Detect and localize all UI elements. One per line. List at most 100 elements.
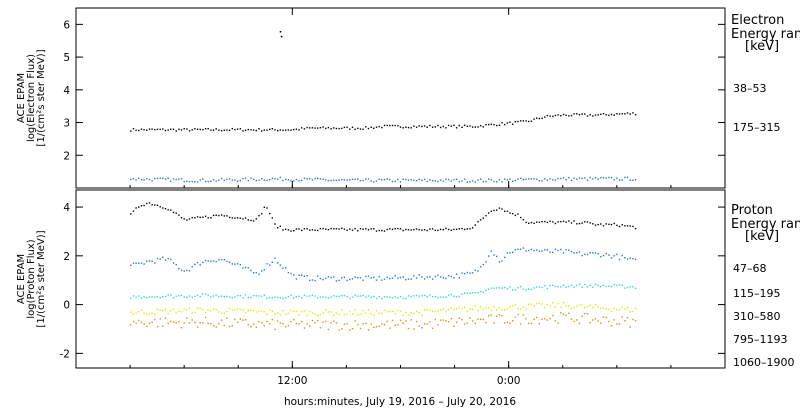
- data-point: [496, 309, 498, 311]
- data-point: [295, 310, 298, 312]
- data-point: [397, 309, 399, 311]
- data-point: [477, 318, 479, 320]
- data-point: [239, 264, 241, 266]
- data-point: [592, 319, 594, 321]
- data-point: [204, 259, 207, 262]
- data-point: [512, 289, 514, 291]
- data-point: [290, 294, 292, 296]
- data-point: [215, 180, 217, 182]
- data-point: [172, 128, 175, 130]
- data-point: [378, 295, 380, 298]
- data-point: [178, 295, 180, 297]
- data-point: [322, 321, 324, 323]
- data-point: [170, 128, 172, 130]
- data-point: [175, 295, 177, 297]
- data-point: [357, 323, 359, 326]
- legend-title-line: Energy ranges: [731, 27, 800, 42]
- data-point: [442, 319, 444, 321]
- data-point: [576, 223, 578, 225]
- data-point: [183, 180, 185, 183]
- data-point: [218, 179, 220, 181]
- data-point: [255, 311, 257, 313]
- data-point: [383, 278, 386, 280]
- data-point: [138, 129, 140, 132]
- data-point: [562, 301, 565, 304]
- data-point: [381, 323, 383, 325]
- data-point: [159, 318, 161, 320]
- data-point: [234, 296, 236, 298]
- legend-item: 47–68: [733, 262, 767, 275]
- data-point: [466, 311, 468, 313]
- data-point: [247, 128, 249, 131]
- data-point: [298, 274, 300, 276]
- data-point: [239, 179, 241, 182]
- data-point: [271, 261, 273, 264]
- data-point: [399, 319, 402, 321]
- data-point: [626, 317, 629, 319]
- data-point: [156, 257, 159, 260]
- data-point: [341, 127, 343, 130]
- data-point: [429, 309, 431, 311]
- data-point: [397, 297, 399, 299]
- data-point: [162, 128, 164, 130]
- data-point: [394, 275, 396, 277]
- data-point: [544, 307, 546, 309]
- data-point: [335, 179, 338, 181]
- data-point: [402, 178, 404, 180]
- data-point: [346, 295, 348, 298]
- data-point: [287, 324, 290, 327]
- data-point: [244, 311, 247, 314]
- data-point: [597, 252, 599, 255]
- data-point: [330, 227, 332, 230]
- data-point: [282, 309, 284, 312]
- data-point: [632, 310, 634, 313]
- data-point: [493, 322, 495, 324]
- data-point: [634, 114, 637, 116]
- data-point: [501, 309, 503, 311]
- data-point: [269, 128, 271, 131]
- data-point: [570, 284, 573, 286]
- data-point: [365, 312, 367, 314]
- data-point: [301, 310, 303, 313]
- data-point: [335, 312, 338, 314]
- y-tick-label: 6: [63, 19, 70, 31]
- data-point: [431, 278, 434, 280]
- data-point: [632, 112, 634, 114]
- data-point: [544, 249, 546, 251]
- data-point: [236, 180, 239, 182]
- data-point: [178, 267, 180, 270]
- data-point: [544, 285, 546, 287]
- data-point: [445, 296, 447, 298]
- data-point: [183, 218, 185, 220]
- data-point: [458, 124, 460, 127]
- data-point: [143, 129, 145, 131]
- data-point: [367, 127, 370, 130]
- data-point: [261, 295, 263, 297]
- data-point: [220, 258, 223, 261]
- data-point: [271, 177, 273, 180]
- data-point: [439, 276, 442, 278]
- data-point: [512, 180, 514, 182]
- data-point: [338, 279, 340, 282]
- data-point: [172, 296, 175, 299]
- data-point: [167, 129, 169, 131]
- data-point: [536, 117, 538, 119]
- data-point: [188, 307, 191, 309]
- data-point: [327, 297, 330, 299]
- data-point: [156, 177, 159, 180]
- data-point: [626, 306, 629, 309]
- data-point: [138, 206, 140, 208]
- data-point: [271, 310, 273, 312]
- data-point: [394, 296, 396, 298]
- series-47–68: [130, 202, 637, 232]
- data-point: [370, 126, 372, 128]
- data-point: [255, 295, 257, 297]
- data-point: [509, 322, 511, 324]
- data-point: [282, 229, 284, 231]
- data-point: [407, 229, 410, 231]
- data-point: [367, 229, 370, 231]
- data-point: [445, 127, 447, 129]
- data-point: [482, 126, 484, 128]
- data-point: [594, 304, 597, 306]
- data-point: [226, 178, 228, 181]
